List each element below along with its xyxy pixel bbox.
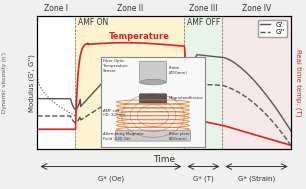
Text: Magnetoadhesive: Magnetoadhesive [169,95,203,100]
Text: G* (Oe): G* (Oe) [98,176,124,182]
Ellipse shape [140,79,166,85]
Y-axis label: Modulus (G', G''): Modulus (G', G'') [28,54,35,112]
Text: G* (Strain): G* (Strain) [238,176,275,182]
Text: AMF ON: AMF ON [78,18,108,27]
Bar [222,16,291,149]
FancyBboxPatch shape [140,94,166,103]
Text: Alternating Magnetic
Field (140 Oe): Alternating Magnetic Field (140 Oe) [103,132,144,141]
Legend: G', G'': G', G'' [258,19,287,37]
Text: Zone III: Zone III [189,4,218,13]
Text: G* (T): G* (T) [193,176,214,182]
FancyBboxPatch shape [140,61,166,83]
Y-axis label: Real time temp. (T): Real time temp. (T) [295,49,302,116]
Text: Base plate
(Ø15mm): Base plate (Ø15mm) [169,132,189,141]
Text: Zone IV: Zone IV [242,4,271,13]
Bar [38,16,76,149]
Text: Dynamic viscosity (η'): Dynamic viscosity (η') [2,52,7,113]
Text: Temperature: Temperature [108,32,169,41]
Text: Fiber Optic
Temperature
Sensor: Fiber Optic Temperature Sensor [103,59,128,73]
Bar [76,16,185,149]
Text: AMF coil
(ID: 32mm): AMF coil (ID: 32mm) [103,109,125,117]
Text: Zone II: Zone II [117,4,143,13]
Text: Zone I: Zone I [44,4,69,13]
X-axis label: Time: Time [153,155,175,164]
Bar [185,16,222,149]
Text: AMF OFF: AMF OFF [187,18,220,27]
Text: Probe
(Ø10mm): Probe (Ø10mm) [169,66,188,75]
FancyBboxPatch shape [116,130,190,141]
